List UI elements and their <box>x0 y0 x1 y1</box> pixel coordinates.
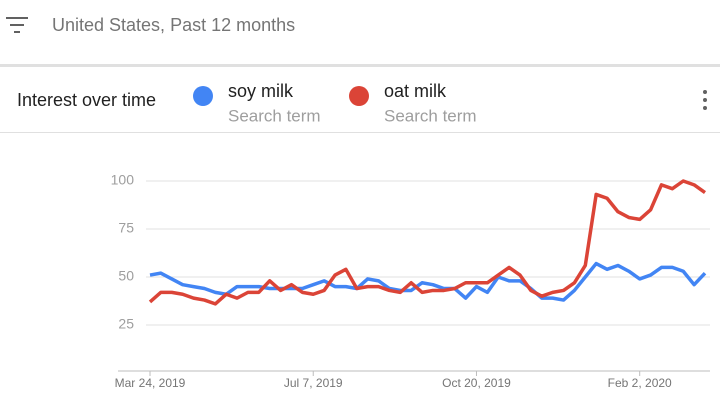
y-tick-label: 75 <box>118 220 134 236</box>
divider <box>0 132 720 133</box>
legend-dot[interactable] <box>349 86 369 106</box>
legend-label: oat milk <box>384 81 447 101</box>
divider <box>0 64 720 67</box>
legend-dot[interactable] <box>193 86 213 106</box>
kebab-menu[interactable] <box>703 90 707 110</box>
filter-text[interactable]: United States, Past 12 months <box>52 15 295 35</box>
x-tick-label: Mar 24, 2019 <box>115 376 186 390</box>
y-tick-label: 50 <box>118 268 134 284</box>
y-tick-label: 25 <box>118 316 134 332</box>
legend-label: soy milk <box>228 81 294 101</box>
menu-dot <box>703 98 707 102</box>
filter-icon[interactable] <box>6 17 28 33</box>
filter-bar <box>10 24 24 26</box>
x-tick-label: Feb 2, 2020 <box>608 376 672 390</box>
filter-bar <box>14 31 20 33</box>
series-line <box>148 179 707 306</box>
card-title: Interest over time <box>17 90 156 110</box>
legend-subtitle: Search term <box>384 106 477 125</box>
menu-dot <box>703 90 707 94</box>
filter-bar <box>6 17 28 19</box>
menu-dot <box>703 106 707 110</box>
x-tick-label: Jul 7, 2019 <box>284 376 343 390</box>
legend-subtitle: Search term <box>228 106 321 125</box>
series-line <box>149 261 707 302</box>
x-tick-label: Oct 20, 2019 <box>442 376 511 390</box>
y-tick-label: 100 <box>111 172 135 188</box>
